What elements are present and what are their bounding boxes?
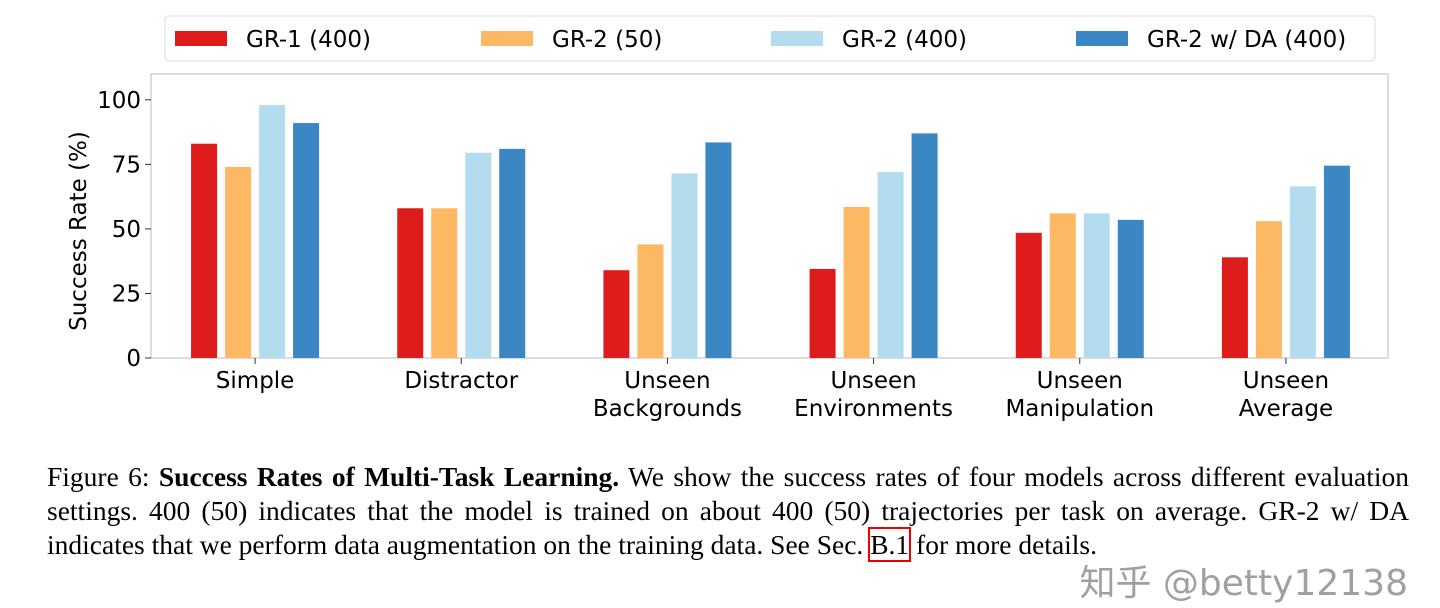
x-tick-label: Backgrounds [593,396,742,422]
x-tick-label: Unseen [1243,368,1329,394]
x-tick-label: Simple [216,368,295,394]
bar [225,166,252,358]
bar [603,270,630,358]
bar [809,268,836,358]
caption-text: We show the success rates of four models… [47,461,1409,560]
bar [1323,165,1350,358]
bar [465,152,492,358]
x-tick-label: Manipulation [1005,396,1154,422]
bar [259,104,286,359]
y-tick-label: 25 [112,281,141,307]
bar [1117,219,1144,358]
legend-label: GR-2 (400) [842,27,967,53]
bar [397,208,424,358]
bar [671,173,698,358]
figure-caption: Figure 6: Success Rates of Multi-Task Le… [47,460,1409,562]
bar [431,208,458,358]
y-tick-label: 0 [126,346,141,372]
x-tick-label: Average [1239,396,1333,422]
bar [877,172,904,358]
bar [499,148,526,358]
bar [191,143,218,358]
legend-label: GR-1 (400) [246,27,371,53]
y-tick-label: 75 [112,152,141,178]
legend-label: GR-2 (50) [552,27,662,53]
x-tick-label: Environments [794,396,953,422]
caption-text-end: for more details. [916,529,1098,560]
legend-swatch [771,31,823,46]
bar [293,123,320,359]
watermark: 知乎 @betty12138 [1079,563,1408,604]
bar [1015,232,1042,358]
caption-title: Success Rates of Multi-Task Learning. [158,461,620,492]
legend-label: GR-2 w/ DA (400) [1147,27,1346,53]
x-tick-label: Unseen [830,368,916,394]
x-tick-label: Unseen [624,368,710,394]
legend-swatch [1076,31,1128,46]
bar [1083,213,1110,358]
bar [637,244,664,358]
bar [1255,221,1282,358]
bar [705,142,732,358]
x-tick-label: Distractor [404,368,518,394]
caption-label: Figure 6: [47,461,150,492]
plot-area [150,73,1389,359]
y-tick-label: 100 [97,88,141,114]
bar [843,206,870,358]
bar [1049,213,1076,358]
x-tick-label: Unseen [1037,368,1123,394]
bar [1221,257,1248,358]
section-reference-link[interactable]: B.1 [868,527,912,562]
legend-swatch [481,31,533,46]
bar [1289,186,1316,358]
y-tick-label: 50 [112,217,141,243]
legend-swatch [175,31,227,46]
legend [164,15,1376,62]
y-axis-label: Success Rate (%) [66,131,92,331]
bar [911,133,938,358]
